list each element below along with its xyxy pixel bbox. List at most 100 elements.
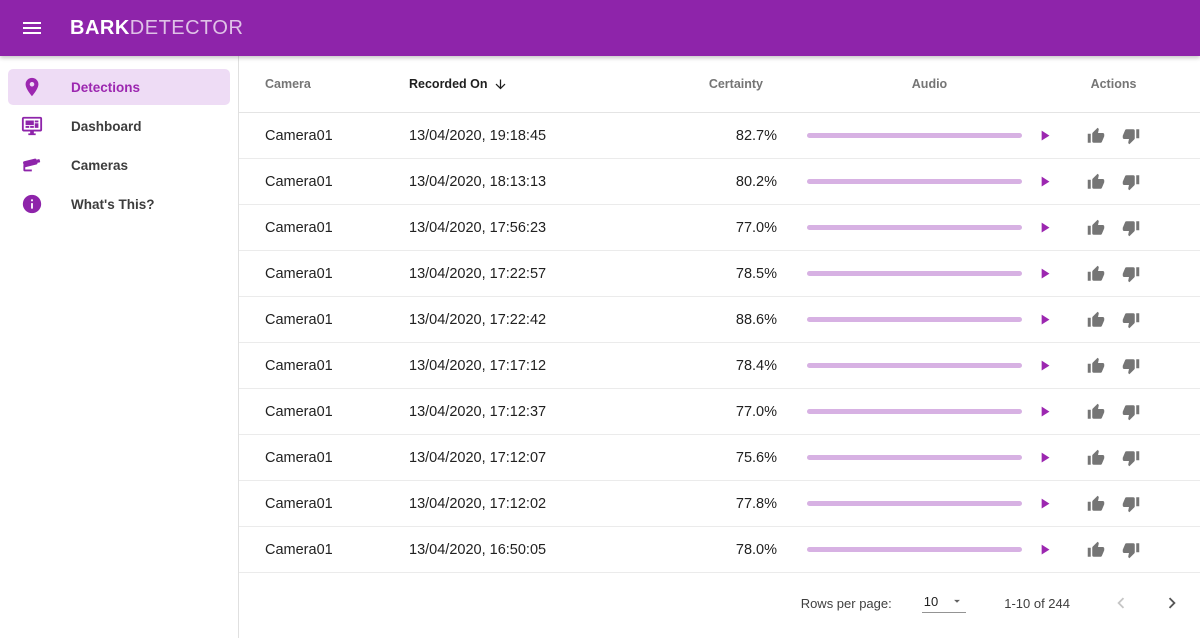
audio-cell	[777, 455, 1022, 460]
play-cell	[1022, 260, 1067, 288]
confirm-detection-button[interactable]	[1083, 353, 1109, 379]
audio-seek-slider[interactable]	[807, 409, 1022, 414]
reject-detection-button[interactable]	[1118, 445, 1144, 471]
confirm-detection-button[interactable]	[1083, 399, 1109, 425]
play-audio-button[interactable]	[1031, 490, 1059, 518]
reject-detection-button[interactable]	[1118, 307, 1144, 333]
detections-table: Camera Recorded On Certainty Audio Actio…	[239, 56, 1200, 638]
hamburger-menu-icon	[23, 22, 41, 34]
play-icon	[1041, 452, 1050, 463]
audio-seek-slider[interactable]	[807, 317, 1022, 322]
actions-cell	[1067, 307, 1200, 333]
audio-cell	[777, 409, 1022, 414]
reject-detection-button[interactable]	[1118, 215, 1144, 241]
column-header-recorded-on[interactable]: Recorded On	[409, 77, 639, 92]
confirm-detection-button[interactable]	[1083, 307, 1109, 333]
confirm-detection-button[interactable]	[1083, 491, 1109, 517]
camera-cell: Camera01	[265, 311, 333, 328]
actions-cell	[1067, 261, 1200, 287]
audio-seek-slider[interactable]	[807, 225, 1022, 230]
audio-seek-slider[interactable]	[807, 501, 1022, 506]
next-page-button[interactable]	[1152, 586, 1186, 620]
camera-cell: Camera01	[265, 495, 333, 512]
recorded-on-cell: 13/04/2020, 17:12:37	[409, 403, 547, 420]
reject-detection-button[interactable]	[1118, 537, 1144, 563]
recorded-on-cell: 13/04/2020, 17:17:12	[409, 357, 547, 374]
play-cell	[1022, 214, 1067, 242]
play-cell	[1022, 536, 1067, 564]
sidebar-item-cameras[interactable]: Cameras	[8, 147, 230, 183]
play-audio-button[interactable]	[1031, 352, 1059, 380]
play-audio-button[interactable]	[1031, 306, 1059, 334]
camera-cell: Camera01	[265, 265, 333, 282]
certainty-cell: 82.7%	[735, 127, 777, 144]
audio-cell	[777, 225, 1022, 230]
camera-cell: Camera01	[265, 403, 333, 420]
reject-detection-button[interactable]	[1118, 261, 1144, 287]
previous-page-button[interactable]	[1104, 586, 1138, 620]
play-cell	[1022, 490, 1067, 518]
play-audio-button[interactable]	[1031, 260, 1059, 288]
thumb-down-icon	[1122, 358, 1140, 374]
map-marker-icon	[21, 76, 43, 98]
play-audio-button[interactable]	[1031, 444, 1059, 472]
sidebar-item-detections[interactable]: Detections	[8, 69, 230, 105]
play-icon	[1041, 176, 1050, 187]
certainty-cell: 80.2%	[735, 173, 777, 190]
rows-per-page-select[interactable]: 10	[921, 594, 967, 613]
table-row: Camera01 13/04/2020, 18:13:13 80.2%	[239, 159, 1200, 205]
camera-cell: Camera01	[265, 541, 333, 558]
certainty-cell: 78.0%	[735, 541, 777, 558]
confirm-detection-button[interactable]	[1083, 215, 1109, 241]
reject-detection-button[interactable]	[1118, 123, 1144, 149]
play-audio-button[interactable]	[1031, 398, 1059, 426]
thumb-up-icon	[1087, 219, 1105, 235]
reject-detection-button[interactable]	[1118, 491, 1144, 517]
thumb-up-icon	[1087, 173, 1105, 189]
play-audio-button[interactable]	[1031, 122, 1059, 150]
play-audio-button[interactable]	[1031, 214, 1059, 242]
camera-cell: Camera01	[265, 449, 333, 466]
table-header-row: Camera Recorded On Certainty Audio Actio…	[239, 56, 1200, 113]
column-header-certainty[interactable]: Certainty	[708, 77, 763, 91]
hamburger-menu-button[interactable]	[12, 8, 52, 48]
confirm-detection-button[interactable]	[1083, 537, 1109, 563]
confirm-detection-button[interactable]	[1083, 445, 1109, 471]
audio-seek-slider[interactable]	[807, 133, 1022, 138]
audio-seek-slider[interactable]	[807, 271, 1022, 276]
audio-seek-slider[interactable]	[807, 547, 1022, 552]
column-header-camera[interactable]: Camera	[265, 77, 311, 91]
confirm-detection-button[interactable]	[1083, 261, 1109, 287]
sidebar-item-dashboard[interactable]: Dashboard	[8, 108, 230, 144]
thumb-up-icon	[1087, 311, 1105, 327]
confirm-detection-button[interactable]	[1083, 123, 1109, 149]
audio-seek-slider[interactable]	[807, 179, 1022, 184]
sidebar-item-label: Detections	[71, 79, 141, 95]
reject-detection-button[interactable]	[1118, 169, 1144, 195]
actions-cell	[1067, 215, 1200, 241]
audio-seek-slider[interactable]	[807, 455, 1022, 460]
thumb-down-icon	[1122, 404, 1140, 420]
sort-descending-icon	[495, 79, 505, 89]
thumb-down-icon	[1122, 542, 1140, 558]
camera-cell: Camera01	[265, 357, 333, 374]
thumb-down-icon	[1122, 312, 1140, 328]
table-row: Camera01 13/04/2020, 19:18:45 82.7%	[239, 113, 1200, 159]
audio-cell	[777, 133, 1022, 138]
play-cell	[1022, 352, 1067, 380]
actions-cell	[1067, 123, 1200, 149]
sidebar-item-whats-this[interactable]: What's This?	[8, 186, 230, 222]
confirm-detection-button[interactable]	[1083, 169, 1109, 195]
recorded-on-cell: 13/04/2020, 18:13:13	[409, 173, 547, 190]
reject-detection-button[interactable]	[1118, 399, 1144, 425]
play-audio-button[interactable]	[1031, 536, 1059, 564]
reject-detection-button[interactable]	[1118, 353, 1144, 379]
thumb-up-icon	[1087, 127, 1105, 143]
content-area: Detections Dashboard Cameras	[0, 56, 1200, 638]
audio-seek-slider[interactable]	[807, 363, 1022, 368]
certainty-cell: 77.0%	[735, 219, 777, 236]
thumb-up-icon	[1087, 403, 1105, 419]
table-row: Camera01 13/04/2020, 17:17:12 78.4%	[239, 343, 1200, 389]
column-header-actions: Actions	[1090, 77, 1137, 91]
play-audio-button[interactable]	[1031, 168, 1059, 196]
